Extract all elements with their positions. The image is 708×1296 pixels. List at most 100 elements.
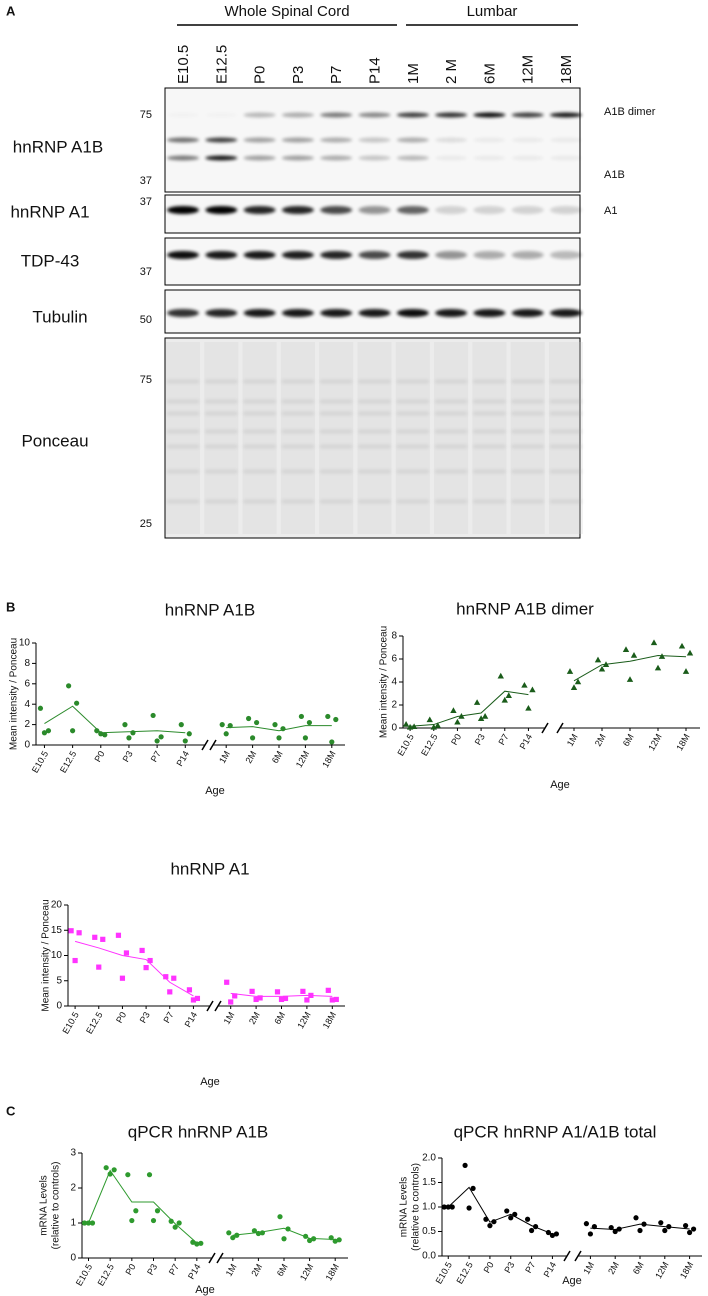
data-point bbox=[107, 1171, 113, 1177]
band bbox=[358, 137, 391, 143]
data-point bbox=[336, 1237, 342, 1243]
y-tick-label: 8 bbox=[391, 631, 397, 642]
data-point bbox=[150, 712, 156, 719]
mean-line bbox=[232, 1227, 336, 1240]
ponceau-band bbox=[550, 430, 582, 433]
data-point bbox=[450, 707, 457, 713]
data-point bbox=[122, 722, 128, 728]
data-point bbox=[325, 713, 331, 720]
y-tick-label: 0.0 bbox=[422, 1251, 436, 1262]
lane-label: P3 bbox=[290, 66, 307, 84]
data-point bbox=[466, 1205, 472, 1211]
data-point bbox=[41, 730, 48, 736]
data-point bbox=[406, 723, 414, 730]
band bbox=[550, 206, 582, 214]
lane-label: E10.5 bbox=[175, 45, 192, 84]
y-tick-label: 1.0 bbox=[422, 1202, 436, 1213]
data-point bbox=[103, 1165, 109, 1171]
y-axis-label: Mean intensity / Ponceau bbox=[379, 626, 390, 738]
x-tick-label: P0 bbox=[482, 1260, 496, 1275]
y-tick-label: 0 bbox=[391, 723, 397, 734]
band bbox=[435, 155, 468, 161]
data-point bbox=[246, 715, 252, 722]
y-axis-label: mRNA Levels bbox=[399, 1177, 410, 1238]
band bbox=[320, 251, 353, 259]
band bbox=[320, 137, 353, 143]
data-point bbox=[167, 989, 173, 995]
data-point bbox=[98, 731, 104, 737]
data-point bbox=[445, 1204, 451, 1210]
band bbox=[205, 309, 238, 317]
data-point bbox=[583, 1221, 590, 1227]
ponceau-band bbox=[435, 400, 468, 403]
data-point bbox=[574, 678, 582, 685]
data-point bbox=[545, 1229, 552, 1236]
data-point bbox=[171, 975, 177, 981]
data-point bbox=[147, 957, 153, 964]
data-point bbox=[186, 731, 192, 737]
ponceau-lane bbox=[280, 342, 315, 534]
data-point bbox=[491, 1219, 497, 1225]
data-point bbox=[591, 1224, 598, 1230]
band bbox=[243, 309, 276, 317]
band bbox=[205, 137, 238, 143]
ponceau-band bbox=[167, 430, 199, 433]
x-tick-label: P7 bbox=[167, 1262, 181, 1277]
data-point bbox=[481, 713, 489, 719]
lane-label: P7 bbox=[328, 66, 345, 84]
ponceau-band bbox=[281, 380, 314, 383]
axis-break bbox=[208, 1252, 216, 1264]
y-axis-label: mRNA Levels bbox=[39, 1175, 50, 1236]
ponceau-lane bbox=[472, 342, 507, 534]
lane-label: 6M bbox=[481, 63, 498, 84]
data-point bbox=[172, 1224, 178, 1230]
ponceau-band bbox=[473, 430, 506, 433]
data-point bbox=[70, 728, 76, 734]
band bbox=[358, 309, 391, 317]
data-point bbox=[154, 1208, 161, 1214]
group-label: Lumbar bbox=[467, 3, 518, 20]
band bbox=[167, 137, 199, 143]
data-point bbox=[630, 652, 638, 658]
mean-line bbox=[226, 725, 332, 732]
data-point bbox=[228, 999, 234, 1005]
band bbox=[205, 113, 237, 118]
ponceau-band bbox=[473, 400, 506, 403]
data-point bbox=[598, 665, 606, 672]
data-point bbox=[100, 936, 106, 942]
data-point bbox=[281, 1236, 287, 1242]
data-point bbox=[477, 715, 485, 721]
data-point bbox=[637, 1227, 643, 1234]
lane-label: 12M bbox=[520, 55, 537, 84]
ponceau-band bbox=[205, 500, 238, 503]
data-point bbox=[410, 723, 418, 730]
data-point bbox=[74, 700, 80, 706]
band bbox=[435, 112, 468, 118]
band bbox=[320, 155, 353, 161]
data-point bbox=[133, 1208, 139, 1214]
mw-marker: 25 bbox=[140, 518, 152, 530]
x-tick-label: P7 bbox=[161, 1010, 175, 1025]
ponceau-band bbox=[320, 380, 353, 383]
data-point bbox=[224, 979, 230, 985]
data-point bbox=[441, 1204, 447, 1210]
data-point bbox=[329, 739, 335, 745]
data-point bbox=[626, 676, 634, 682]
data-point bbox=[255, 1230, 261, 1237]
y-tick-label: 20 bbox=[51, 900, 63, 911]
band bbox=[473, 309, 506, 317]
band bbox=[167, 309, 199, 317]
data-point bbox=[254, 719, 260, 726]
ponceau-band bbox=[435, 500, 468, 503]
ponceau-band bbox=[205, 380, 238, 383]
ponceau-band bbox=[396, 470, 429, 473]
data-point bbox=[307, 1237, 313, 1244]
data-point bbox=[102, 732, 108, 738]
data-point bbox=[85, 1220, 92, 1226]
ponceau-band bbox=[243, 380, 276, 383]
data-point bbox=[402, 721, 410, 727]
lane-label: 18M bbox=[558, 55, 575, 84]
data-point bbox=[232, 993, 238, 999]
data-point bbox=[280, 726, 286, 732]
